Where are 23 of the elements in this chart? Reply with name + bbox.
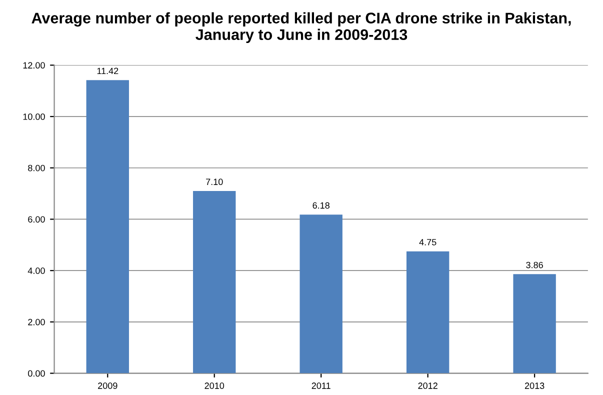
data-label: 11.42 xyxy=(97,68,118,74)
y-tick-label: 4.00 xyxy=(28,268,45,274)
y-tick-label: 10.00 xyxy=(23,113,45,120)
bar xyxy=(193,190,236,374)
bar xyxy=(513,274,556,374)
bar xyxy=(300,214,342,374)
x-tick-label: 2012 xyxy=(418,382,438,389)
x-tick-label: 2010 xyxy=(204,382,224,389)
y-tick-label: 8.00 xyxy=(28,164,45,172)
chart-title: Average number of people reported killed per CIA drone strike in Pakistan, January to June in 2009-2013 xyxy=(32,12,571,44)
data-label: 6.18 xyxy=(312,202,330,209)
x-tick-label: 2013 xyxy=(524,382,544,389)
data-label: 3.86 xyxy=(526,262,543,268)
bar xyxy=(86,80,129,374)
bar xyxy=(406,251,450,374)
x-tick-label: 2011 xyxy=(312,382,330,389)
y-tick-label: 0.00 xyxy=(28,370,45,377)
data-label: 4.75 xyxy=(419,239,436,246)
data-label: 7.10 xyxy=(206,178,223,186)
y-tick-label: 6.00 xyxy=(28,216,45,223)
y-tick-label: 2.00 xyxy=(28,318,45,326)
y-tick-label: 12.00 xyxy=(23,62,45,69)
x-tick-label: 2009 xyxy=(98,382,118,389)
